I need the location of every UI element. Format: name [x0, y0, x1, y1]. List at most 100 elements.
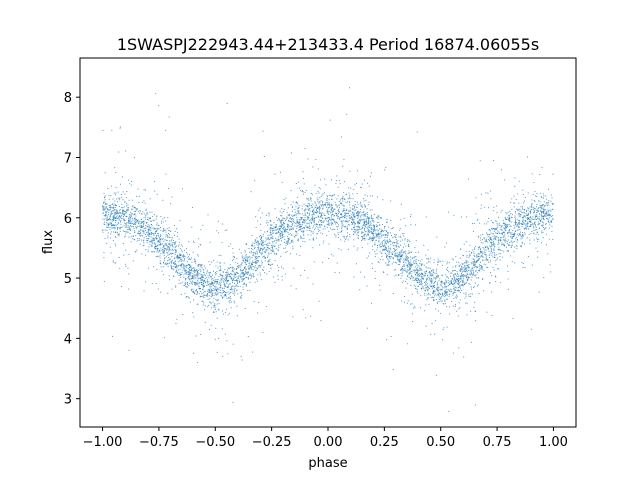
data-point	[521, 232, 523, 234]
data-point	[303, 233, 305, 235]
data-point	[175, 270, 177, 272]
data-point	[539, 220, 541, 222]
data-point	[260, 236, 262, 238]
data-point	[477, 272, 479, 274]
data-point	[472, 266, 474, 268]
data-point	[540, 220, 541, 222]
data-point	[485, 256, 487, 258]
data-point	[286, 231, 288, 233]
data-point	[279, 229, 281, 231]
data-point	[468, 278, 470, 280]
data-point	[316, 223, 317, 225]
data-point	[265, 249, 267, 251]
data-point	[268, 261, 270, 263]
data-point	[114, 209, 116, 211]
data-point	[387, 251, 389, 253]
data-point	[443, 327, 445, 329]
data-point	[274, 253, 276, 255]
data-point	[225, 280, 227, 282]
data-point	[201, 284, 203, 286]
data-point	[200, 264, 202, 265]
data-point	[340, 216, 342, 218]
data-point	[159, 250, 161, 252]
data-point	[113, 225, 115, 227]
data-point	[441, 282, 443, 284]
data-point	[289, 225, 291, 227]
data-point	[365, 219, 367, 221]
data-point	[481, 267, 483, 269]
data-point	[200, 291, 202, 293]
data-point	[228, 279, 230, 281]
data-point	[201, 280, 203, 282]
data-point	[241, 294, 243, 296]
data-point	[383, 271, 385, 273]
data-point	[280, 231, 282, 233]
data-point	[278, 270, 280, 272]
data-point	[362, 239, 364, 241]
data-point	[301, 217, 303, 219]
data-point	[167, 266, 169, 268]
data-point	[305, 190, 307, 192]
data-point	[382, 244, 384, 246]
data-point	[545, 223, 547, 225]
data-point	[118, 218, 120, 220]
data-point	[174, 242, 176, 244]
data-point	[542, 215, 544, 217]
data-point	[173, 224, 175, 226]
data-point	[372, 229, 374, 231]
data-point	[477, 270, 479, 272]
data-point	[255, 216, 257, 218]
data-point	[504, 217, 506, 219]
data-point	[312, 231, 314, 233]
data-point	[151, 242, 153, 244]
data-point	[548, 202, 550, 204]
data-point	[436, 289, 438, 291]
data-point	[320, 179, 322, 181]
data-point	[366, 212, 368, 214]
data-point	[539, 174, 541, 176]
data-point	[446, 294, 448, 296]
data-point	[504, 241, 506, 243]
data-point	[435, 308, 437, 310]
data-point	[130, 220, 132, 222]
data-point	[175, 245, 177, 247]
data-point	[187, 264, 189, 266]
data-point	[143, 237, 145, 239]
data-point	[256, 237, 258, 239]
data-point	[421, 282, 423, 284]
data-point	[242, 283, 244, 285]
data-point	[506, 250, 508, 252]
data-point	[193, 316, 195, 318]
data-point	[538, 291, 540, 293]
data-point	[145, 249, 147, 251]
data-point	[383, 245, 385, 247]
data-point	[415, 224, 417, 226]
data-point	[103, 215, 105, 217]
data-point	[427, 289, 429, 291]
data-point	[226, 276, 228, 278]
data-point	[110, 185, 112, 187]
data-point	[226, 271, 228, 273]
data-point	[331, 195, 333, 197]
data-point	[525, 227, 527, 229]
data-point	[117, 222, 119, 224]
data-point	[363, 228, 365, 230]
data-point	[181, 271, 183, 273]
data-point	[194, 281, 196, 283]
data-point	[278, 236, 280, 238]
data-point	[495, 227, 497, 229]
data-point	[341, 136, 343, 138]
data-point	[488, 261, 490, 263]
data-point	[292, 227, 294, 229]
data-point	[158, 240, 160, 242]
data-point	[320, 196, 322, 198]
data-point	[450, 281, 452, 283]
data-point	[227, 267, 229, 269]
data-point	[193, 270, 195, 272]
data-point	[186, 265, 188, 267]
data-point	[541, 221, 543, 223]
data-point	[207, 214, 209, 216]
data-point	[110, 212, 112, 214]
data-point	[220, 269, 222, 271]
data-point	[245, 263, 247, 265]
